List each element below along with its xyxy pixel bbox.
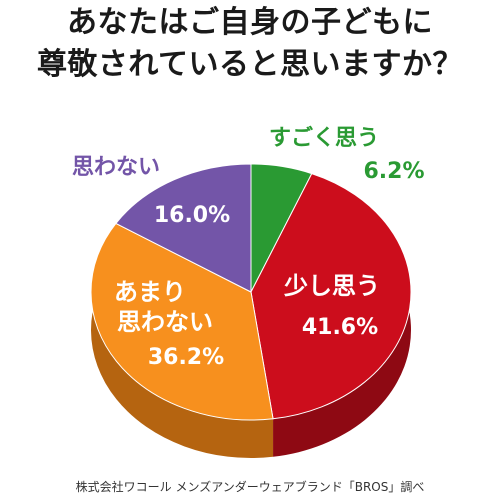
source-note: 株式会社ワコール メンズアンダーウェアブランド「BROS」調べ — [75, 480, 425, 494]
chart-title-line-2: 尊敬されていると思いますか？ — [36, 47, 464, 82]
category-label-omowanai: 思わない — [72, 155, 160, 180]
pie-slice-sukoshi-omou — [250, 172, 412, 420]
pie-slice-amari-omowanai — [90, 222, 274, 421]
value-label-omowanai: 16.0% — [154, 203, 230, 228]
category-label-amari-omowanai-line1: あまり — [114, 278, 186, 306]
category-label-sugoku-omou: すごく思う — [269, 125, 379, 151]
pie-slice-omowanai — [115, 163, 252, 293]
pie-side-amari-omowanai — [91, 292, 274, 458]
value-label-sukoshi-omou: 41.6% — [302, 315, 378, 340]
chart-title-line-1: あなたはご自身の子どもに — [67, 5, 433, 40]
pie-side-sukoshi-omou — [273, 292, 411, 457]
value-label-sugoku-omou: 6.2% — [363, 159, 424, 184]
value-label-amari-omowanai: 36.2% — [148, 345, 224, 370]
category-label-sukoshi-omou: 少し思う — [283, 272, 380, 300]
category-label-amari-omowanai-line2: 思わない — [117, 308, 213, 336]
